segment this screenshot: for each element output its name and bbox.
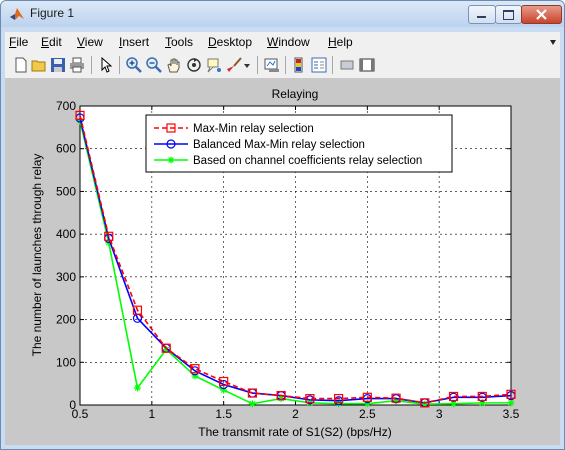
minimize-icon <box>477 16 486 18</box>
save-icon[interactable] <box>50 57 66 73</box>
menu-file[interactable]: File <box>9 35 29 49</box>
zoom-in-icon[interactable] <box>126 57 142 73</box>
window-title: Figure 1 <box>30 6 75 20</box>
menu-insert[interactable]: Insert <box>119 35 150 49</box>
menu-bar: File Edit View Insert Tools Desktop Wind… <box>5 32 560 52</box>
x-tick-label: 0.5 <box>72 407 89 421</box>
matlab-logo-icon <box>10 8 24 20</box>
toolbar-separator <box>285 56 286 74</box>
zoom-out-icon[interactable] <box>146 57 162 73</box>
toolbar-separator <box>257 56 258 74</box>
data-point <box>219 376 229 387</box>
insert-colorbar-icon[interactable] <box>291 57 307 73</box>
y-axis-label: The number of launches through relay <box>30 154 44 357</box>
x-axis-label: The transmit rate of S1(S2) (bps/Hz) <box>198 425 391 439</box>
data-point <box>104 231 114 241</box>
data-point <box>506 389 516 399</box>
y-tick-label: 200 <box>56 313 76 327</box>
data-point <box>248 400 256 408</box>
y-tick-label: 700 <box>56 99 76 113</box>
menu-help[interactable]: Help <box>328 35 353 49</box>
data-point <box>247 388 257 398</box>
new-figure-icon[interactable] <box>13 57 29 73</box>
x-tick-label: 1 <box>148 407 155 421</box>
y-tick-label: 300 <box>56 270 76 284</box>
toolbar-separator <box>332 56 333 74</box>
maximize-button[interactable] <box>495 5 522 24</box>
edit-plot-arrow-icon[interactable] <box>98 57 114 73</box>
legend-label: Balanced Max-Min relay selection <box>193 139 365 151</box>
menu-window[interactable]: Window <box>267 35 310 49</box>
data-point <box>391 393 401 403</box>
legend-label: Max-Min relay selection <box>193 123 314 135</box>
minimize-button[interactable] <box>468 5 496 24</box>
data-point <box>362 392 372 402</box>
link-plot-icon[interactable] <box>264 57 280 73</box>
open-file-icon[interactable] <box>31 57 47 73</box>
menu-overflow-arrow-icon[interactable] <box>549 39 557 47</box>
data-point <box>334 393 344 404</box>
rotate-3d-icon[interactable] <box>186 57 202 73</box>
chart-title: Relaying <box>272 87 319 101</box>
legend-marker <box>166 123 176 133</box>
data-point <box>450 400 458 408</box>
series-line <box>79 120 511 405</box>
title-bar[interactable]: Figure 1 <box>1 1 564 27</box>
data-point <box>507 399 515 407</box>
data-point <box>161 343 171 353</box>
data-point <box>448 391 459 402</box>
figure-toolbar <box>5 52 560 79</box>
legend-label: Based on channel coefficients relay sele… <box>193 155 422 167</box>
x-tick-label: 3.5 <box>503 407 520 421</box>
x-tick-label: 3 <box>436 407 443 421</box>
data-point <box>420 398 430 408</box>
data-point <box>190 364 200 374</box>
toolbar-separator <box>91 56 92 74</box>
relaying-chart: 0.5 1 1.5 2 2.5 3 3.5 0 100 200 300 400 500 600 700 Re… <box>30 87 520 439</box>
show-plot-tools-icon[interactable] <box>359 57 375 73</box>
series-layer <box>75 110 516 408</box>
brush-dropdown-icon[interactable] <box>243 57 251 73</box>
maximize-icon <box>503 10 514 20</box>
axis-ticks: 0.5 1 1.5 2 2.5 3 3.5 0 100 200 300 400 500 600 700 <box>56 99 520 421</box>
y-tick-label: 500 <box>56 184 76 198</box>
data-point <box>305 393 315 404</box>
close-icon <box>536 9 547 20</box>
legend-marker <box>166 139 176 149</box>
insert-legend-icon[interactable] <box>311 57 327 73</box>
pan-hand-icon[interactable] <box>166 57 182 73</box>
y-tick-label: 600 <box>56 142 76 156</box>
menu-edit[interactable]: Edit <box>41 35 62 49</box>
menu-view[interactable]: View <box>77 35 103 49</box>
figure-canvas: 0.5 1 1.5 2 2.5 3 3.5 0 100 200 300 400 500 600 700 Re… <box>5 79 560 445</box>
legend[interactable]: Max-Min relay selection Balanced Max-Min … <box>145 114 453 173</box>
brush-icon[interactable] <box>226 57 242 73</box>
data-point <box>276 391 286 401</box>
menu-tools[interactable]: Tools <box>165 35 194 49</box>
data-cursor-icon[interactable] <box>206 57 222 73</box>
x-tick-label: 2 <box>292 407 299 421</box>
data-point <box>132 305 143 315</box>
close-button[interactable] <box>521 5 562 24</box>
y-tick-label: 400 <box>56 227 76 241</box>
legend-marker <box>167 156 175 164</box>
print-icon[interactable] <box>69 57 85 73</box>
series-1[interactable] <box>75 110 516 408</box>
menu-desktop[interactable]: Desktop <box>208 35 253 49</box>
legend-box <box>145 114 453 173</box>
x-tick-label: 1.5 <box>215 407 232 421</box>
series-line <box>79 115 512 404</box>
data-point <box>477 391 487 402</box>
toolbar-separator <box>119 56 120 74</box>
data-point <box>133 384 141 392</box>
hide-plot-tools-icon[interactable] <box>339 57 355 73</box>
legend-items: Max-Min relay selection Balanced Max-Min … <box>154 123 422 167</box>
y-tick-label: 100 <box>56 355 76 369</box>
data-point <box>75 110 85 120</box>
y-tick-label: 0 <box>69 398 76 412</box>
x-tick-label: 2.5 <box>359 407 376 421</box>
